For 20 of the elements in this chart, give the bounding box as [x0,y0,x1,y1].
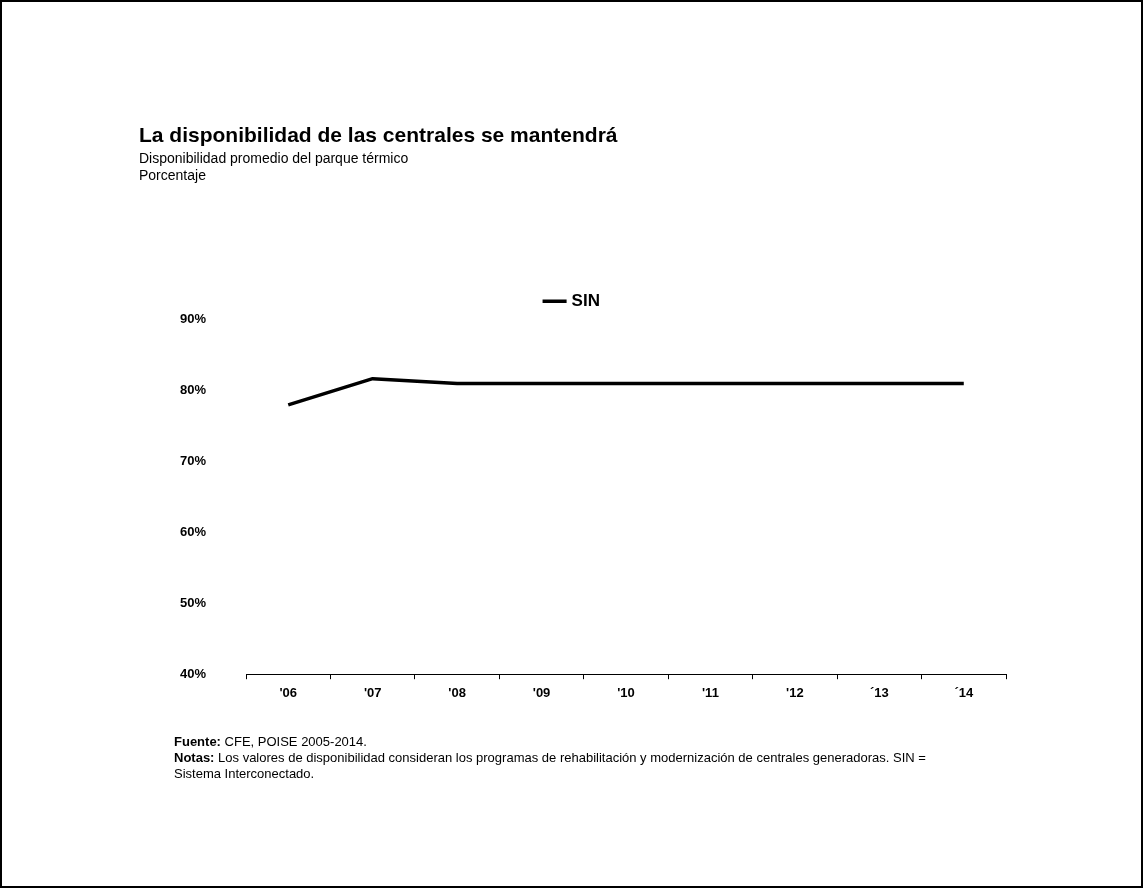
source-note: Fuente: CFE, POISE 2005-2014. [174,734,368,750]
x-tick-label: '08 [448,684,466,700]
chart-title: La disponibilidad de las centrales se mantendrá [139,123,618,147]
y-tick-label: 50% [179,594,207,610]
y-tick-label: 60% [179,524,207,540]
x-tick-label: '11 [702,684,719,700]
y-tick-label: 70% [179,453,207,469]
x-tick-label: ´14 [954,684,974,700]
chart-subtitle: Disponibilidad promedio del parque térmico Porcentaje [139,150,409,184]
x-tick-label: '12 [786,684,804,700]
x-tick-label: '07 [363,684,382,700]
x-tick-label: '10 [617,684,635,700]
y-tick-label: 90% [179,311,207,327]
x-tick-label: '09 [532,684,551,700]
y-tick-label: 80% [179,382,207,398]
x-tick-label: '06 [279,684,298,700]
y-tick-label: 40% [179,665,207,681]
x-tick-label: ´13 [869,684,889,700]
text: Notas: Los valores de disponibilidad consideran los programas de rehabilitación y modernización de centrales generadoras. SIN = Sistema Interconectado. [174,750,927,782]
legend-label: SIN [571,290,600,310]
